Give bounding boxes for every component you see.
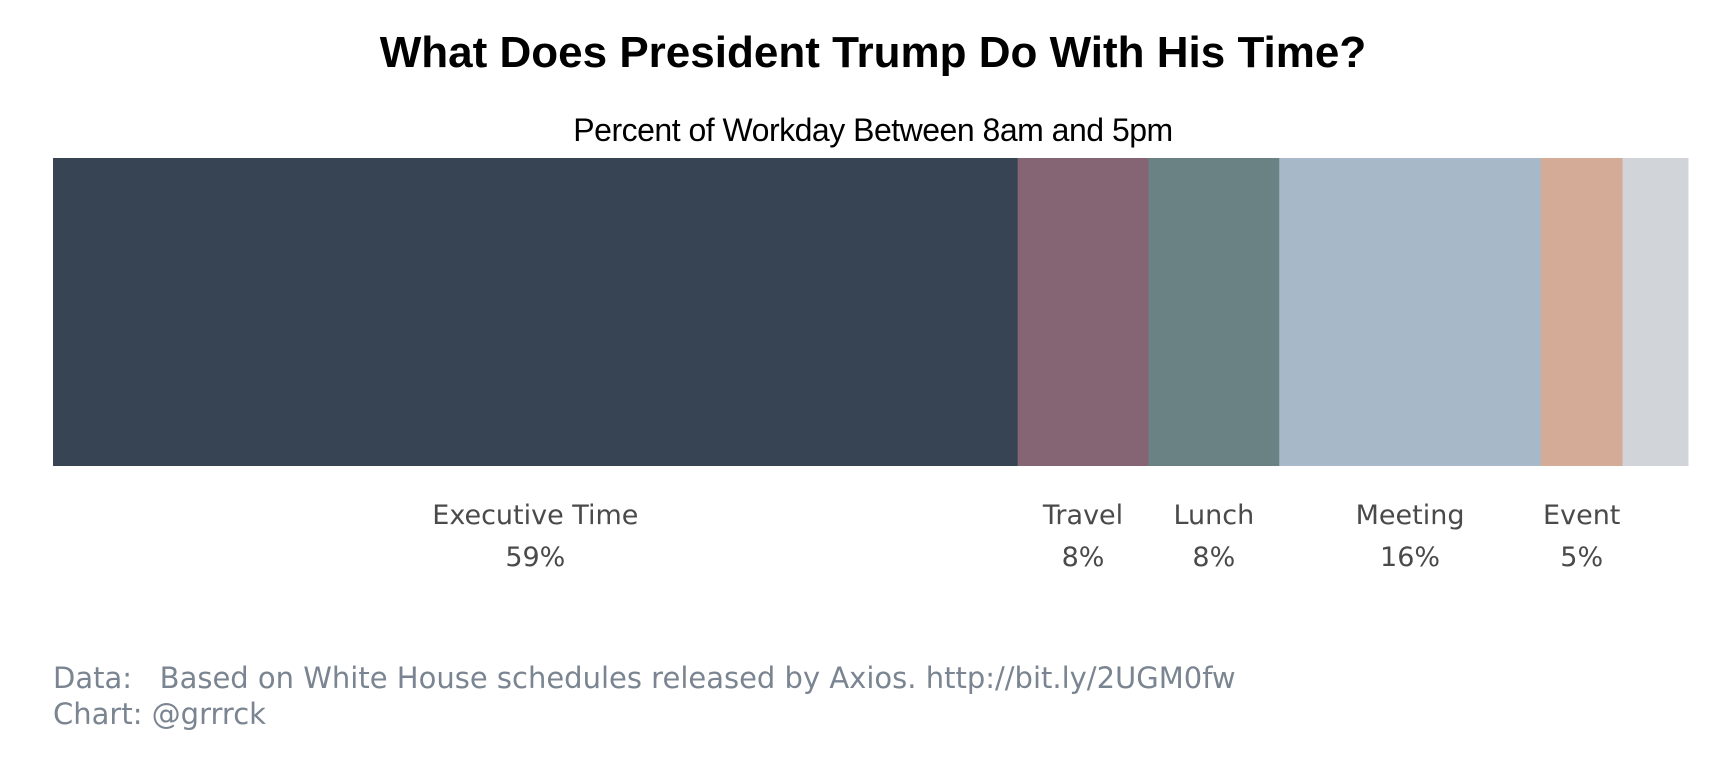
bar-segment-lunch [1148,158,1280,466]
value-label-event: 5% [1560,542,1603,573]
data-source-line: Data: Based on White House schedules rel… [53,660,1236,696]
category-label-meeting: Meeting [1356,500,1465,531]
value-label-executive-time: 59% [505,542,565,573]
value-label-lunch: 8% [1192,542,1235,573]
value-label-travel: 8% [1062,542,1105,573]
category-label-travel: Travel [1042,500,1123,531]
bar-segment-travel [1017,158,1149,466]
bar-segment-meeting [1279,158,1542,466]
bar-segment-executive-time [53,158,1019,466]
category-label-event: Event [1543,500,1620,531]
chart-title: What Does President Trump Do With His Ti… [379,28,1367,77]
data-source-label: Data: [53,661,133,695]
bar-segment-other [1622,158,1689,466]
category-label-lunch: Lunch [1173,500,1254,531]
value-label-meeting: 16% [1380,542,1440,573]
chart-footer: Data: Based on White House schedules rel… [53,660,1236,732]
data-source-text: Based on White House schedules released … [159,661,1236,695]
chart-subtitle: Percent of Workday Between 8am and 5pm [573,112,1173,148]
chart-credit: Chart: @grrrck [53,697,266,731]
bar-segment-event [1540,158,1624,466]
category-label-executive-time: Executive Time [432,500,638,531]
